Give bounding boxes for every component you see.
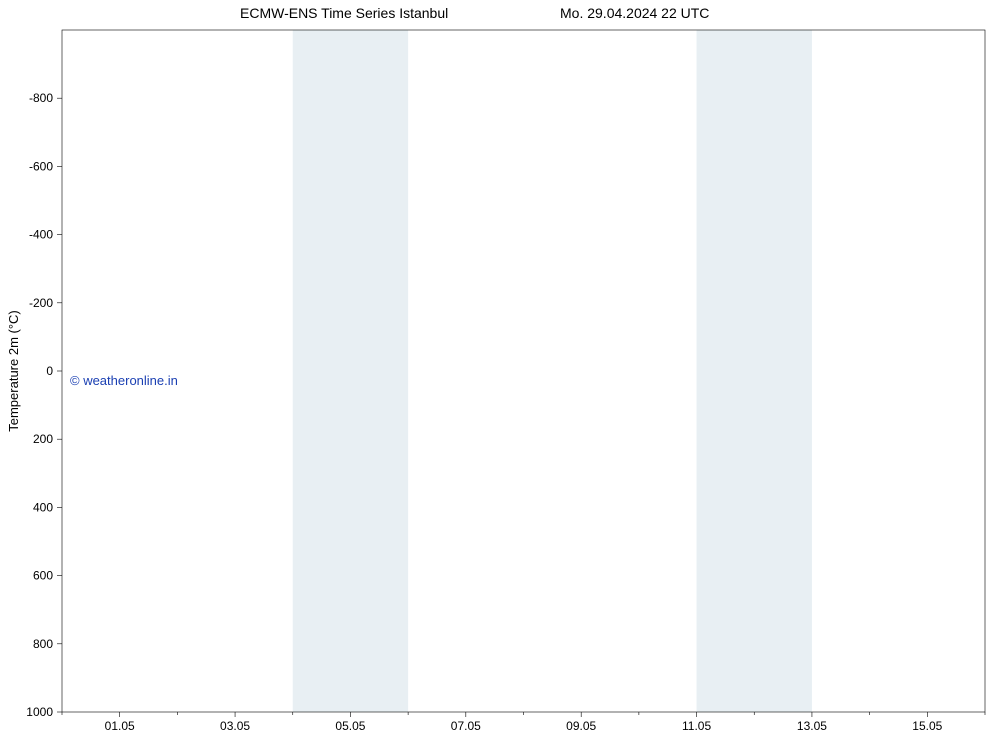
weekend-band — [293, 30, 408, 712]
chart-title-left: ECMW-ENS Time Series Istanbul — [240, 5, 448, 21]
y-tick-label: 600 — [33, 569, 53, 583]
chart-title-right: Mo. 29.04.2024 22 UTC — [560, 5, 709, 21]
plot-background — [62, 30, 985, 712]
y-tick-label: -200 — [29, 296, 53, 310]
weekend-band — [697, 30, 812, 712]
y-tick-label: -400 — [29, 228, 53, 242]
y-tick-label: -600 — [29, 159, 53, 173]
y-tick-label: -800 — [29, 91, 53, 105]
y-tick-label: 800 — [33, 637, 53, 651]
y-axis-ticks: -800 -600 -400 -200 0 200 400 600 800 1000 — [26, 91, 62, 719]
y-tick-label: 0 — [46, 364, 53, 378]
temperature-time-series-chart: -800-600-400-20002004006008001000 01.050… — [0, 0, 1000, 733]
x-tick-label: 07.05 — [451, 719, 481, 733]
y-tick-label: 400 — [33, 500, 53, 514]
x-axis-ticks: 01.05 03.05 05.05 07.05 09.05 11.05 13.05 15.05 — [62, 712, 985, 733]
y-tick-label: 200 — [33, 432, 53, 446]
watermark-copyright: © weatheronline.in — [70, 373, 178, 388]
y-tick-label: 1000 — [26, 705, 53, 719]
x-tick-label: 03.05 — [220, 719, 250, 733]
x-tick-label: 11.05 — [682, 719, 711, 733]
x-tick-label: 09.05 — [566, 719, 596, 733]
y-axis-label: Temperature 2m (°C) — [6, 310, 21, 432]
x-tick-label: 01.05 — [105, 719, 135, 733]
x-tick-label: 13.05 — [797, 719, 827, 733]
x-tick-label: 05.05 — [335, 719, 365, 733]
x-tick-label: 15.05 — [912, 719, 942, 733]
